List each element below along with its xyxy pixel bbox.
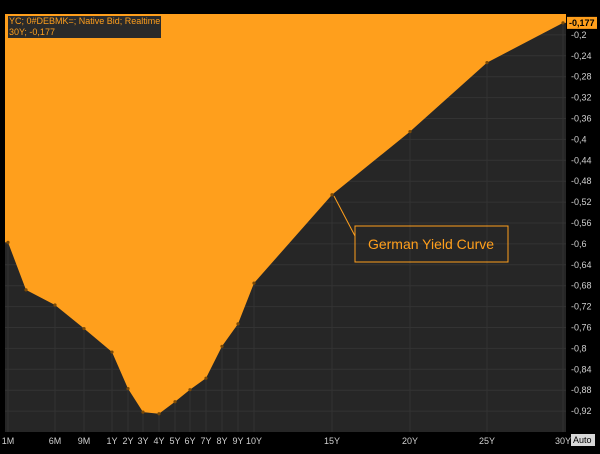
y-tick-label-3: -0,32 bbox=[571, 93, 592, 103]
x-tick-label-15Y: 15Y bbox=[324, 436, 340, 446]
legend-last-value: 30Y; -0,177 bbox=[8, 27, 162, 38]
y-tick-label-15: -0,8 bbox=[571, 343, 587, 353]
last-value-badge bbox=[567, 16, 597, 29]
x-tick-label-6Y: 6Y bbox=[184, 436, 195, 446]
y-tick-label-4: -0,36 bbox=[571, 114, 592, 124]
data-point-7Y bbox=[204, 376, 208, 380]
y-tick-label-17: -0,88 bbox=[571, 385, 592, 395]
y-tick-label-8: -0,52 bbox=[571, 197, 592, 207]
x-tick-label-2Y: 2Y bbox=[122, 436, 133, 446]
x-tick-label-5Y: 5Y bbox=[169, 436, 180, 446]
x-tick-label-1M: 1M bbox=[2, 436, 15, 446]
last-value-label: -0,177 bbox=[569, 18, 595, 28]
x-tick-label-9Y: 9Y bbox=[232, 436, 243, 446]
data-point-3M bbox=[24, 288, 28, 292]
y-tick-label-10: -0,6 bbox=[571, 239, 587, 249]
x-tick-label-9M: 9M bbox=[78, 436, 91, 446]
data-point-25Y bbox=[485, 60, 489, 65]
y-tick-label-5: -0,4 bbox=[571, 134, 587, 144]
y-tick-label-12: -0,68 bbox=[571, 281, 592, 291]
x-tick-label-30Y: 30Y bbox=[555, 436, 571, 446]
annotation-leader bbox=[333, 195, 356, 237]
legend: YC; 0#DEBMK=; Native Bid; Realtime 30Y; … bbox=[8, 16, 162, 38]
data-point-8Y bbox=[220, 344, 224, 348]
data-point-20Y bbox=[408, 129, 412, 134]
y-tick-label-13: -0,72 bbox=[571, 302, 592, 312]
x-tick-label-7Y: 7Y bbox=[200, 436, 211, 446]
y-tick-label-7: -0,48 bbox=[571, 176, 592, 186]
data-point-30Y bbox=[561, 21, 565, 25]
x-tick-label-10Y: 10Y bbox=[246, 436, 262, 446]
x-tick-label-20Y: 20Y bbox=[402, 436, 418, 446]
y-tick-label-2: -0,28 bbox=[571, 72, 592, 82]
data-point-5Y bbox=[173, 400, 177, 404]
annotation-label: German Yield Curve bbox=[368, 236, 494, 252]
data-point-1Y bbox=[110, 350, 114, 354]
x-tick-label-4Y: 4Y bbox=[153, 436, 164, 446]
data-point-9Y bbox=[236, 322, 240, 326]
data-point-6Y bbox=[188, 388, 192, 392]
y-tick-label-18: -0,92 bbox=[571, 406, 592, 416]
y-tick-label-9: -0,56 bbox=[571, 218, 592, 228]
data-point-15Y bbox=[330, 193, 334, 197]
data-point-3Y bbox=[141, 410, 145, 414]
data-point-4Y bbox=[157, 412, 161, 416]
data-point-2Y bbox=[126, 387, 130, 391]
y-tick-label-11: -0,64 bbox=[571, 260, 592, 270]
data-point-9M bbox=[82, 326, 86, 331]
auto-badge bbox=[571, 434, 595, 446]
y-tick-label-16: -0,84 bbox=[571, 364, 592, 374]
x-tick-label-6M: 6M bbox=[49, 436, 62, 446]
legend-series: YC; 0#DEBMK=; Native Bid; Realtime bbox=[8, 16, 162, 27]
data-point-10Y bbox=[252, 281, 256, 285]
x-tick-label-8Y: 8Y bbox=[216, 436, 227, 446]
yield-area bbox=[5, 14, 566, 414]
y-tick-label-6: -0,44 bbox=[571, 155, 592, 165]
x-tick-label-3Y: 3Y bbox=[137, 436, 148, 446]
x-tick-label-25Y: 25Y bbox=[479, 436, 495, 446]
data-point-6M bbox=[53, 303, 57, 307]
annotation-box bbox=[354, 225, 509, 263]
y-tick-label-1: -0,24 bbox=[571, 51, 592, 61]
y-tick-label-14: -0,76 bbox=[571, 323, 592, 333]
auto-label: Auto bbox=[573, 435, 592, 445]
x-tick-label-1Y: 1Y bbox=[106, 436, 117, 446]
data-point-1M bbox=[6, 240, 10, 244]
y-tick-label-0: -0,2 bbox=[571, 30, 587, 40]
